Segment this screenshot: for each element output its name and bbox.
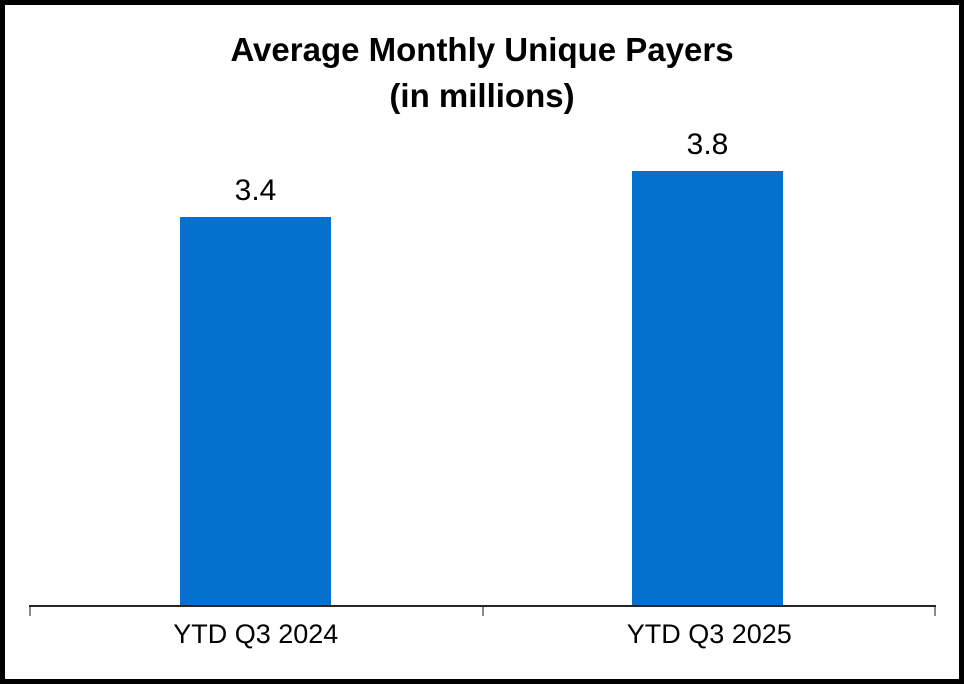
x-axis-labels: YTD Q3 2024 YTD Q3 2025 (29, 618, 936, 650)
x-axis-line (29, 605, 936, 607)
chart-title: Average Monthly Unique Payers (in millio… (5, 27, 959, 119)
x-axis-label-ytd-q3-2025: YTD Q3 2025 (626, 619, 792, 649)
bar-group-ytd-q3-2025: 3.8 (632, 128, 783, 605)
chart-title-line1: Average Monthly Unique Payers (230, 31, 734, 68)
chart-title-line2: (in millions) (389, 77, 575, 114)
bar-group-ytd-q3-2024: 3.4 (180, 174, 331, 605)
bar-ytd-q3-2024 (180, 217, 331, 605)
bar-ytd-q3-2025 (632, 171, 783, 605)
x-axis-tick-middle (482, 607, 484, 616)
data-label-ytd-q3-2024: 3.4 (234, 174, 277, 207)
data-label-ytd-q3-2025: 3.8 (686, 128, 729, 161)
x-axis-label-ytd-q3-2024: YTD Q3 2024 (173, 619, 339, 649)
x-axis-tick-right (934, 607, 936, 616)
x-axis-tick-left (29, 607, 31, 616)
